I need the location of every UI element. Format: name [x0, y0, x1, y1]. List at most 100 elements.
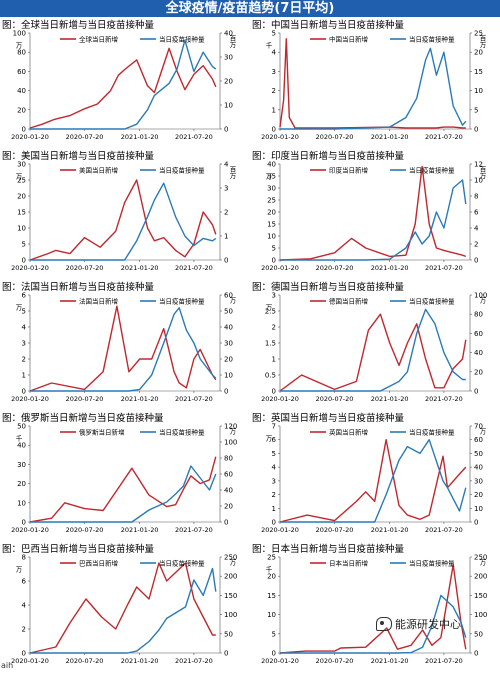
tick-label-right: 0: [474, 388, 478, 396]
tick-label-x: 2020-01-20: [11, 657, 49, 665]
tick-label-x: 2021-01-20: [121, 264, 159, 272]
tick-label-x: 2020-01-20: [11, 264, 49, 272]
series-line-vaccine: [30, 39, 217, 130]
legend-label: 巴西当日新增: [79, 559, 118, 568]
tick-label-left: 40: [17, 87, 26, 95]
tick-label-left: 0: [272, 388, 276, 396]
series-line-cases: [29, 562, 216, 654]
tick-label-left: 1: [272, 106, 276, 114]
tick-label-x: 2021-07-20: [175, 264, 213, 272]
tick-label-left: 30: [267, 185, 276, 193]
chart-title: 图：法国当日新增与当日疫苗接种量: [2, 282, 155, 293]
tick-label-x: 2021-07-20: [175, 395, 213, 403]
left-unit-label: 万: [14, 304, 22, 312]
series-line-vaccine: [280, 439, 467, 523]
legend-label: 英国当日新增: [329, 428, 368, 437]
page-title: 全球疫情/疫苗趋势(7日平均): [0, 0, 500, 17]
legend-label: 中国当日新增: [329, 35, 368, 44]
legend-label: 德国当日新增: [329, 297, 368, 306]
legend-label: 当日疫苗接种量: [409, 166, 455, 175]
tick-label-left: 3: [22, 340, 26, 348]
tick-label-left: 80: [17, 49, 26, 57]
tick-label-x: 2021-01-20: [121, 133, 159, 141]
chart-panel: 图：巴西当日新增与当日疫苗接种量万万 0 2 4 6 8 0 50 100 150 200 250 20…: [0, 541, 250, 672]
chart-panel: 图：印度当日新增与当日疫苗接种量万 百万 0 5 10 15 20 25 30 35 40 0 2 4 6 8…: [250, 148, 500, 279]
tick-label-left: 15: [267, 592, 276, 600]
series-line-vaccine: [30, 567, 217, 654]
tick-label-x: 2021-01-20: [371, 657, 409, 665]
tick-label-left: 8: [22, 554, 26, 562]
left-unit-label: 万: [14, 173, 22, 181]
tick-label-x: 2020-07-20: [66, 657, 104, 665]
series-line-cases: [279, 38, 466, 129]
tick-label-right: 250: [474, 554, 487, 562]
tick-label-right: 10: [474, 87, 483, 95]
tick-label-left: 5: [22, 241, 26, 249]
tick-label-right: 0: [224, 257, 228, 265]
tick-label-left: 2: [272, 491, 276, 499]
chart-title: 图：印度当日新增与当日疫苗接种量: [252, 151, 405, 162]
tick-label-right: 0: [224, 126, 228, 134]
tick-label-left: 2.5: [265, 308, 276, 316]
tick-label-left: 1: [272, 505, 276, 513]
tick-label-right: 0: [224, 650, 228, 658]
tick-label-right: 0: [474, 519, 478, 527]
tick-label-x: 2021-07-20: [425, 395, 463, 403]
tick-label-right: 10: [224, 102, 233, 110]
tick-label-right: 150: [224, 592, 237, 600]
left-unit-label: 千: [14, 434, 22, 443]
tick-label-x: 2020-07-20: [66, 133, 104, 141]
series-line-vaccine: [30, 182, 217, 261]
tick-label-right: 150: [474, 592, 487, 600]
tick-label-x: 2020-01-20: [261, 133, 299, 141]
tick-label-left: 1.5: [265, 340, 276, 348]
legend-label: 当日疫苗接种量: [409, 35, 455, 44]
line-chart: 万 百万 0 5 10 15 20 25 30 0 1 2 3 4 2020-01-20 2020-07-20…: [11, 161, 236, 273]
tick-label-right: 0: [474, 257, 478, 265]
legend-label: 印度当日新增: [329, 166, 368, 175]
tick-label-right: 200: [224, 573, 237, 581]
tick-label-right: 4: [224, 161, 229, 169]
tick-label-x: 2021-07-20: [425, 264, 463, 272]
tick-label-left: 10: [267, 611, 276, 619]
tick-label-left: 3: [272, 477, 276, 485]
right-unit-label: 百万: [478, 166, 486, 181]
tick-label-right: 25: [474, 30, 483, 38]
chart-panel: 图：英国当日新增与当日疫苗接种量万万 0 1 2 3 4 5 6 7 0 10 20 30 40 50 60 7…: [250, 410, 500, 541]
legend-label: 当日疫苗接种量: [409, 297, 455, 306]
left-unit-label: 万: [14, 42, 22, 50]
tick-label-left: 0.5: [265, 372, 276, 380]
tick-label-left: 30: [17, 161, 26, 169]
tick-label-right: 0: [474, 650, 478, 658]
right-unit-label: 万: [478, 428, 486, 436]
tick-label-left: 25: [267, 554, 276, 562]
legend-label: 俄罗斯当日新增: [79, 428, 125, 437]
tick-label-right: 1: [224, 233, 228, 241]
tick-label-left: 5: [22, 308, 26, 316]
tick-label-x: 2020-01-20: [11, 526, 49, 534]
series-line-vaccine: [280, 179, 467, 261]
series-line-vaccine: [280, 47, 467, 130]
tick-label-left: 4: [22, 602, 27, 610]
chart-panel: 图：日本当日新增与当日疫苗接种量千万 0 5 10 15 20 25 0 50 100 150 200…: [250, 541, 500, 672]
tick-label-left: 60: [17, 68, 26, 76]
tick-label-right: 0: [224, 519, 228, 527]
right-unit-label: 万: [228, 559, 236, 567]
tick-label-left: 20: [267, 573, 276, 581]
tick-label-right: 40: [224, 324, 233, 332]
tick-label-x: 2021-07-20: [175, 657, 213, 665]
right-unit-label: 万: [228, 428, 236, 436]
tick-label-x: 2020-07-20: [316, 264, 354, 272]
tick-label-left: 10: [267, 233, 276, 241]
tick-label-left: 1: [272, 356, 276, 364]
tick-label-right: 30: [224, 54, 233, 62]
series-line-cases: [29, 47, 217, 129]
tick-label-x: 2020-07-20: [316, 395, 354, 403]
tick-label-left: 0: [272, 257, 276, 265]
watermark: 能源研发中心: [376, 616, 461, 632]
tick-label-right: 50: [224, 308, 233, 316]
tick-label-right: 70: [474, 423, 483, 431]
tick-label-left: 2: [22, 356, 26, 364]
